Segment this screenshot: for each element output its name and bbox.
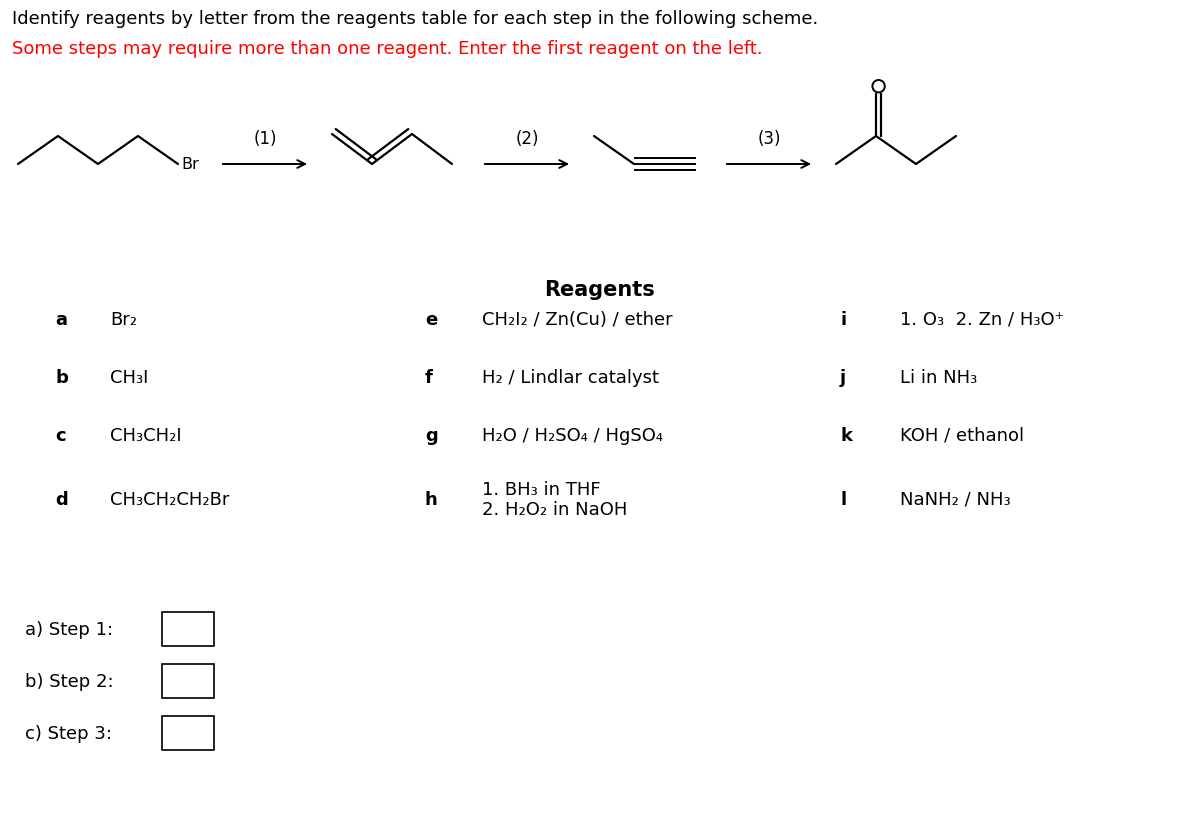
FancyBboxPatch shape [162, 664, 214, 698]
Text: a: a [55, 310, 67, 328]
Text: b) Step 2:: b) Step 2: [25, 672, 114, 690]
Text: CH₃CH₂I: CH₃CH₂I [110, 427, 181, 445]
Text: d: d [55, 491, 67, 509]
Text: CH₂I₂ / Zn(Cu) / ether: CH₂I₂ / Zn(Cu) / ether [482, 310, 673, 328]
Text: b: b [55, 369, 68, 387]
Text: c: c [55, 427, 66, 445]
Text: Some steps may require more than one reagent. Enter the first reagent on the lef: Some steps may require more than one rea… [12, 40, 763, 58]
Text: i: i [840, 310, 846, 328]
Text: 1. BH₃ in THF
2. H₂O₂ in NaOH: 1. BH₃ in THF 2. H₂O₂ in NaOH [482, 480, 628, 518]
Text: Identify reagents by letter from the reagents table for each step in the followi: Identify reagents by letter from the rea… [12, 10, 818, 28]
Text: f: f [425, 369, 433, 387]
Text: H₂O / H₂SO₄ / HgSO₄: H₂O / H₂SO₄ / HgSO₄ [482, 427, 662, 445]
Text: a) Step 1:: a) Step 1: [25, 620, 113, 638]
Text: l: l [840, 491, 846, 509]
Text: H₂ / Lindlar catalyst: H₂ / Lindlar catalyst [482, 369, 659, 387]
Text: Br: Br [181, 157, 199, 172]
Text: (3): (3) [757, 130, 781, 147]
Text: 1. O₃  2. Zn / H₃O⁺: 1. O₃ 2. Zn / H₃O⁺ [900, 310, 1064, 328]
Text: h: h [425, 491, 438, 509]
Text: NaNH₂ / NH₃: NaNH₂ / NH₃ [900, 491, 1010, 509]
Text: KOH / ethanol: KOH / ethanol [900, 427, 1024, 445]
Text: Br₂: Br₂ [110, 310, 137, 328]
Text: k: k [840, 427, 852, 445]
Text: CH₃I: CH₃I [110, 369, 149, 387]
Text: j: j [840, 369, 846, 387]
Text: Reagents: Reagents [545, 279, 655, 300]
Text: e: e [425, 310, 437, 328]
Text: Li in NH₃: Li in NH₃ [900, 369, 977, 387]
Text: (2): (2) [515, 130, 539, 147]
Text: (1): (1) [253, 130, 277, 147]
Text: c) Step 3:: c) Step 3: [25, 724, 112, 742]
Text: g: g [425, 427, 438, 445]
FancyBboxPatch shape [162, 613, 214, 646]
FancyBboxPatch shape [162, 716, 214, 750]
Text: CH₃CH₂CH₂Br: CH₃CH₂CH₂Br [110, 491, 229, 509]
